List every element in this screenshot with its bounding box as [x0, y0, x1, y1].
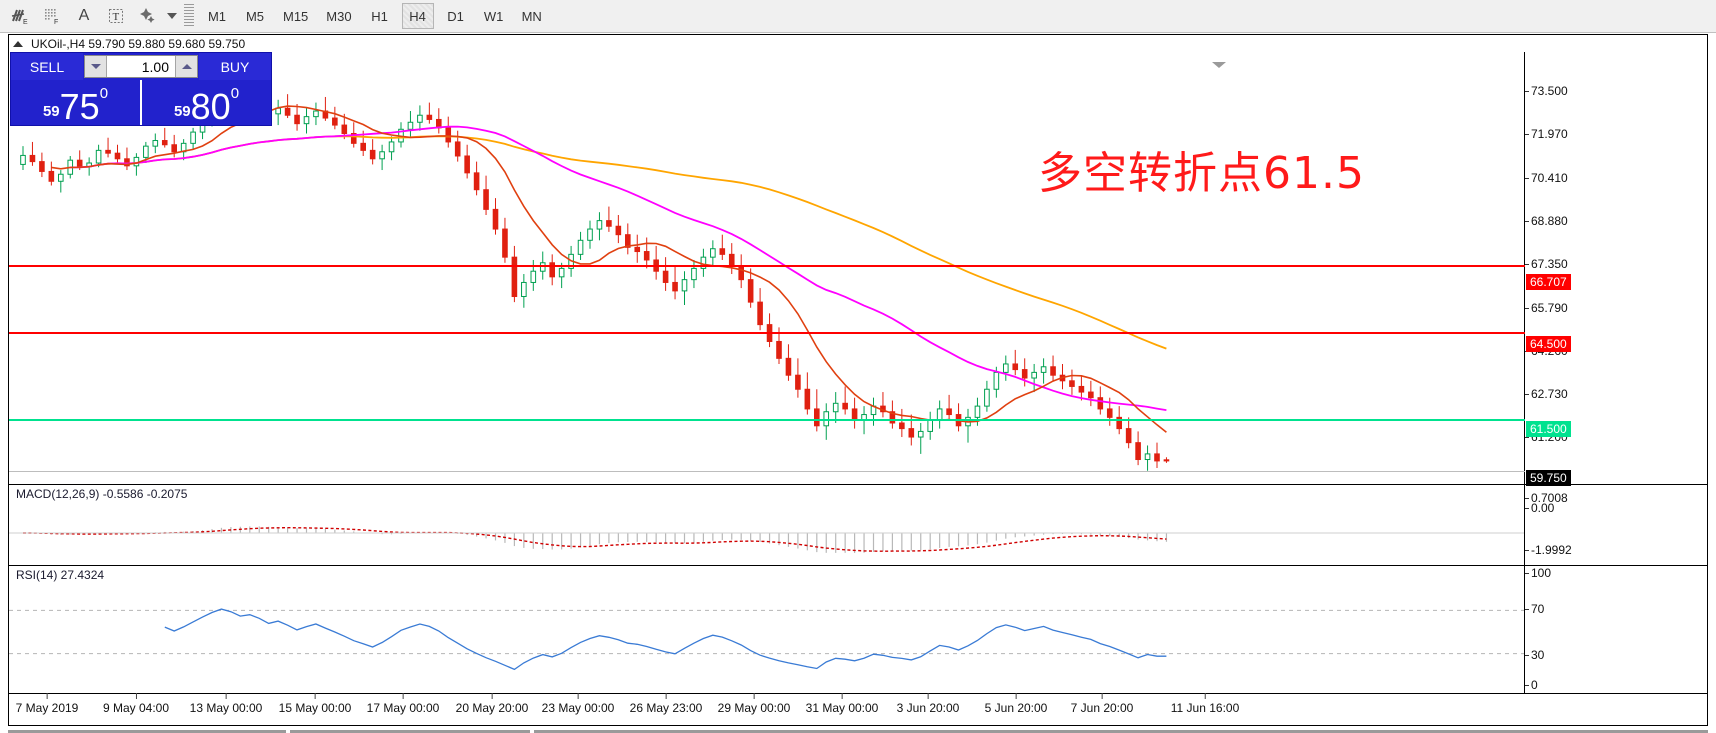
price-badge-64-500[interactable]: 64.500 — [1526, 336, 1571, 353]
time-label-13: 11 Jun 16:00 — [1170, 693, 1240, 715]
caret-up-icon — [181, 64, 192, 69]
sell-price-display[interactable]: 59 75 0 — [11, 80, 142, 125]
chevron-down-icon[interactable] — [164, 1, 180, 31]
time-label-7: 26 May 23:00 — [629, 693, 703, 715]
rsi-chart-svg — [9, 608, 1525, 671]
chart-annotation[interactable]: 多空转折点61.5 — [1038, 148, 1365, 199]
sell-price-pips: 75 — [59, 85, 100, 127]
chart-drag-marker[interactable] — [1212, 62, 1226, 68]
rsi-tick-100: 100 — [1525, 566, 1551, 580]
time-label-6: 23 May 00:00 — [541, 693, 615, 715]
volume-decrement-button[interactable] — [85, 56, 107, 77]
support-line-61500[interactable] — [9, 419, 1525, 421]
macd-tick-0: 0.7008 — [1525, 491, 1568, 505]
chart-tab-strip[interactable] — [0, 726, 1716, 733]
price-badge-61-500[interactable]: 61.500 — [1526, 420, 1571, 437]
volume-input[interactable]: 1.00 — [141, 58, 169, 75]
timeframe-group: M1 M5 M15 M30 H1 H4 D1 W1 MN — [198, 3, 551, 29]
price-tick-62-730: 62.730 — [1525, 387, 1568, 401]
timeframe-button-h1[interactable]: H1 — [371, 8, 388, 24]
sell-price-fraction: 0 — [99, 85, 109, 102]
rsi-label: RSI(14) 27.4324 — [14, 568, 107, 582]
buy-price-big-figure: 59 — [173, 103, 191, 120]
price-tick-70-410: 70.410 — [1525, 171, 1568, 185]
buy-button[interactable]: BUY — [199, 53, 271, 80]
timeframe-button-m30[interactable]: M30 — [326, 8, 352, 24]
price-tick-71-970: 71.970 — [1525, 127, 1568, 141]
time-label-9: 31 May 00:00 — [805, 693, 879, 715]
rsi-tick-70: 70 — [1525, 602, 1544, 616]
svg-text:T: T — [113, 11, 120, 23]
volume-stepper[interactable]: 1.00 — [84, 55, 198, 78]
price-tick-65-790: 65.790 — [1525, 301, 1568, 315]
timeframe-button-w1[interactable]: W1 — [483, 8, 504, 24]
scale-divider-rsi — [1525, 565, 1708, 566]
time-label-4: 17 May 00:00 — [366, 693, 440, 715]
rsi-pane[interactable]: RSI(14) 27.4324 — [9, 565, 1525, 694]
resistance-line-64500[interactable] — [9, 332, 1525, 334]
svg-text:E: E — [23, 19, 28, 26]
timeframe-button-m5[interactable]: M5 — [245, 8, 265, 24]
price-badge-59-750[interactable]: 59.750 — [1526, 469, 1571, 486]
buy-price-pips: 80 — [190, 85, 231, 127]
time-label-11: 5 Jun 20:00 — [984, 693, 1048, 715]
price-pane[interactable]: 多空转折点61.5 — [9, 52, 1525, 482]
caret-down-icon — [90, 64, 101, 69]
resistance-line-66707[interactable] — [9, 265, 1525, 267]
time-label-3: 15 May 00:00 — [278, 693, 352, 715]
buy-price-display[interactable]: 59 80 0 — [142, 80, 271, 125]
price-tick-73-500: 73.500 — [1525, 84, 1568, 98]
time-label-10: 3 Jun 20:00 — [896, 693, 960, 715]
current-price-line — [9, 471, 1525, 472]
timeframe-button-h4[interactable]: H4 — [401, 3, 434, 29]
timeframe-button-d1[interactable]: D1 — [447, 8, 464, 24]
time-label-5: 20 May 20:00 — [455, 693, 529, 715]
main-toolbar: E F A T — [0, 0, 1716, 33]
macd-label: MACD(12,26,9) -0.5586 -0.2075 — [14, 487, 190, 501]
macd-pane[interactable]: MACD(12,26,9) -0.5586 -0.2075 — [9, 484, 1525, 564]
sell-button[interactable]: SELL — [11, 53, 83, 80]
price-tick-67-350: 67.350 — [1525, 257, 1568, 271]
chart-tab-active[interactable] — [8, 730, 286, 733]
price-tick-68-880: 68.880 — [1525, 214, 1568, 228]
timeframe-button-mn[interactable]: MN — [521, 8, 542, 24]
time-label-8: 29 May 00:00 — [717, 693, 791, 715]
rsi-tick-0: 0 — [1525, 678, 1538, 692]
macd-tick-1: 0.00 — [1525, 501, 1554, 515]
buy-price-fraction: 0 — [230, 85, 240, 102]
quote-bar-text: UKOil-,H4 59.790 59.880 59.680 59.750 — [31, 36, 246, 51]
chart-window: UKOil-,H4 59.790 59.880 59.680 59.750 多空… — [8, 34, 1708, 726]
rsi-tick-30: 30 — [1525, 648, 1544, 662]
quote-bar: UKOil-,H4 59.790 59.880 59.680 59.750 — [9, 35, 1707, 52]
chart-tab-3[interactable] — [534, 730, 1708, 733]
objects-icon[interactable] — [132, 1, 164, 31]
chart-tab-2[interactable] — [290, 730, 530, 733]
macd-chart-svg — [9, 526, 1525, 554]
macd-tick-2: -1.9992 — [1525, 543, 1572, 557]
time-label-1: 9 May 04:00 — [102, 693, 170, 715]
time-label-2: 13 May 00:00 — [189, 693, 263, 715]
svg-text:F: F — [54, 19, 58, 26]
price-scale[interactable]: 73.50071.97070.41068.88067.35065.79064.2… — [1524, 52, 1708, 694]
scale-divider-macd — [1525, 484, 1708, 485]
volume-increment-button[interactable] — [175, 56, 197, 77]
collapse-triangle-icon[interactable] — [13, 40, 23, 47]
sell-price-big-figure: 59 — [42, 103, 60, 120]
text-a-icon[interactable]: A — [78, 7, 90, 24]
time-label-12: 7 Jun 20:00 — [1070, 693, 1134, 715]
timeframe-button-m15[interactable]: M15 — [283, 8, 309, 24]
toolbar-grip[interactable] — [184, 4, 194, 28]
price-badge-66-707[interactable]: 66.707 — [1526, 274, 1571, 291]
time-axis[interactable]: 7 May 2019 9 May 04:00 13 May 00:00 15 May … — [9, 693, 1707, 725]
one-click-trading-panel[interactable]: SELL 1.00 BUY 59 75 0 59 80 0 — [10, 52, 272, 126]
time-label-0: 7 May 2019 — [15, 693, 79, 715]
grid-f-icon[interactable]: F — [36, 1, 68, 31]
text-label-t-icon[interactable]: T — [100, 1, 132, 31]
timeframe-button-m1[interactable]: M1 — [207, 8, 227, 24]
chart-expert-icon[interactable]: E — [4, 1, 36, 31]
